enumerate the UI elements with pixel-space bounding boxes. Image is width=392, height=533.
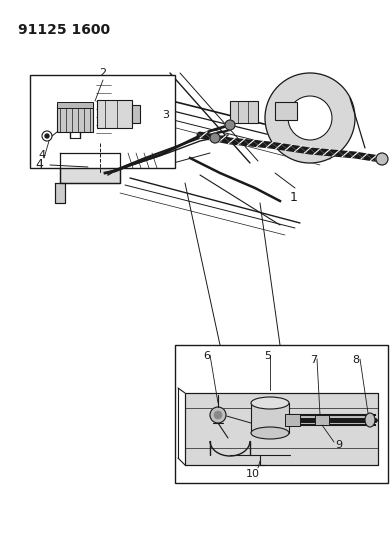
Polygon shape (55, 183, 65, 203)
Text: 9: 9 (335, 440, 342, 450)
Circle shape (265, 73, 355, 163)
Bar (275, 102, 297, 120)
Polygon shape (60, 153, 120, 183)
Polygon shape (95, 83, 112, 138)
Text: 6: 6 (203, 351, 211, 361)
Circle shape (210, 133, 220, 143)
Text: 2: 2 (100, 68, 107, 78)
Circle shape (214, 411, 222, 419)
Text: 10: 10 (246, 469, 260, 479)
Text: 4: 4 (35, 158, 43, 172)
Text: 4: 4 (38, 150, 45, 160)
Ellipse shape (251, 397, 289, 409)
Text: 8: 8 (352, 355, 359, 365)
Bar (285, 414, 300, 426)
Text: 5: 5 (265, 351, 272, 361)
Circle shape (45, 134, 49, 138)
Bar (175, 345, 388, 483)
Text: 7: 7 (310, 355, 318, 365)
Circle shape (225, 120, 235, 130)
Bar (57, 102, 93, 108)
Bar (57, 104, 93, 132)
Ellipse shape (365, 413, 375, 427)
Bar (97, 100, 132, 128)
Bar (230, 101, 258, 123)
Bar (251, 403, 289, 433)
Bar (289, 415, 375, 425)
Bar (132, 105, 140, 123)
Text: 3: 3 (162, 110, 169, 120)
Text: 1: 1 (290, 191, 298, 204)
Polygon shape (185, 393, 378, 465)
Bar (30, 75, 175, 168)
Circle shape (376, 153, 388, 165)
Circle shape (288, 96, 332, 140)
Ellipse shape (251, 427, 289, 439)
Bar (315, 415, 329, 425)
Text: 91125 1600: 91125 1600 (18, 23, 110, 37)
Circle shape (210, 407, 226, 423)
